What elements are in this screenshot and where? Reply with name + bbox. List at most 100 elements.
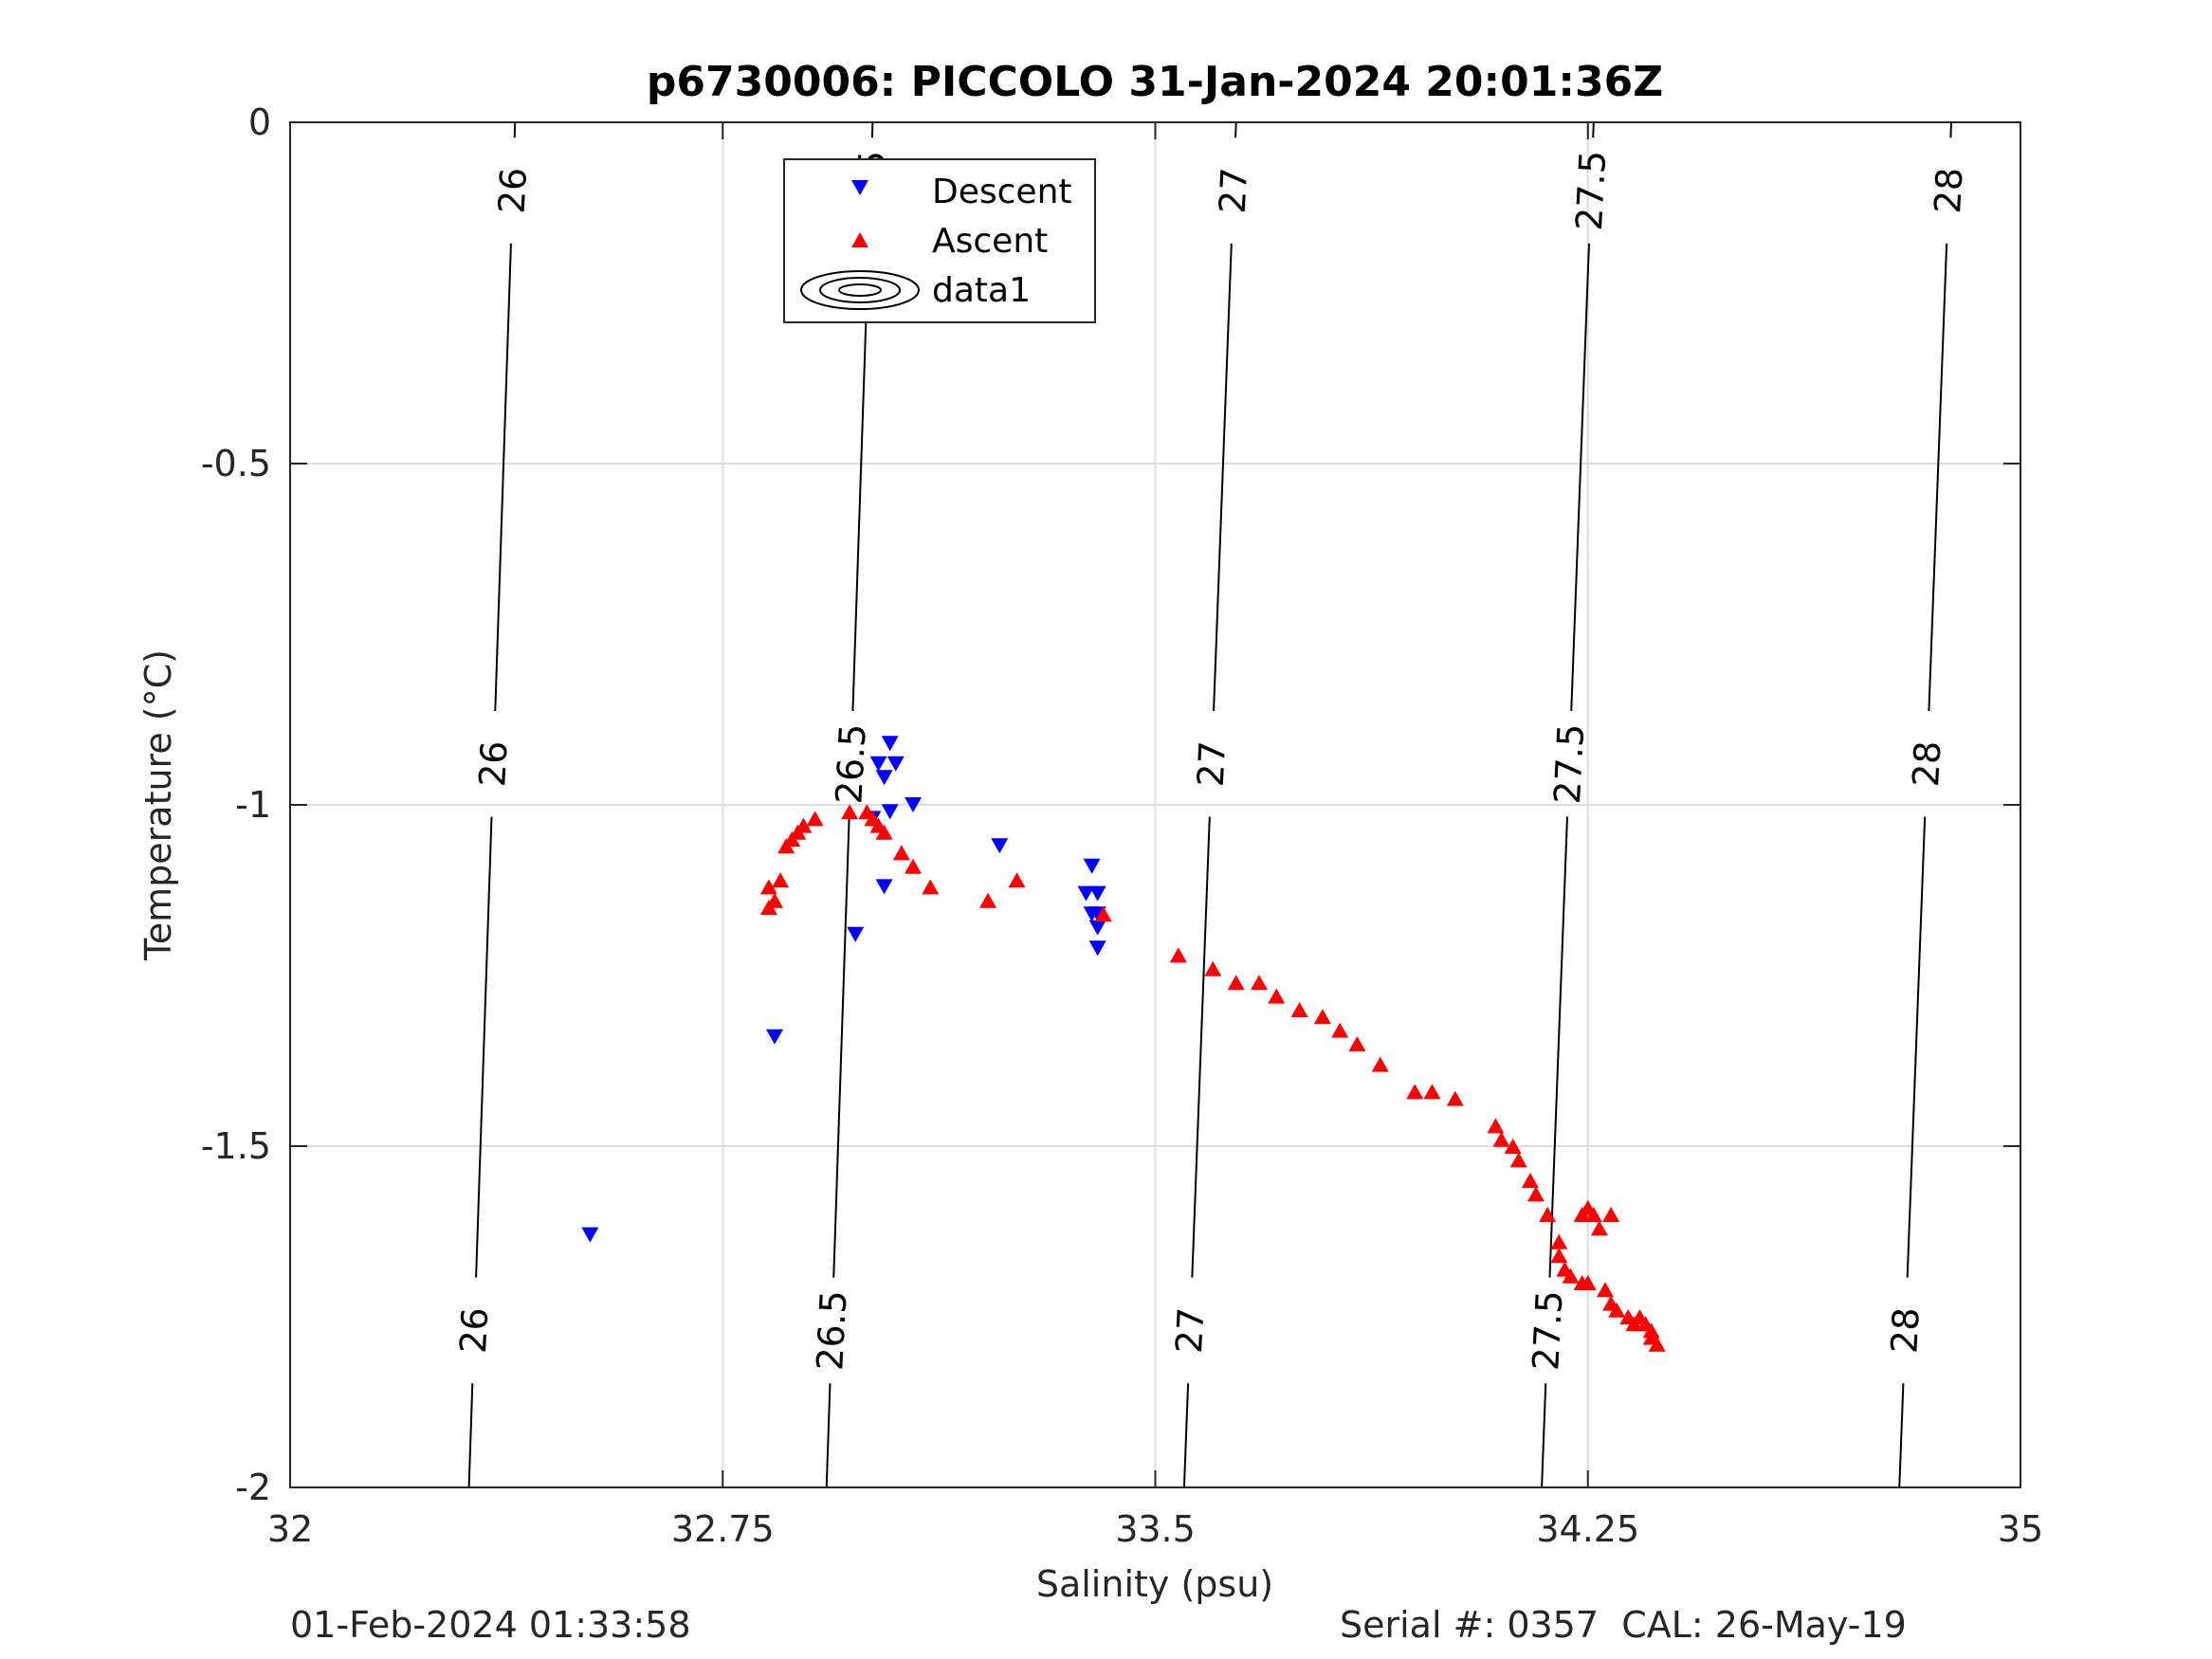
descent-point: [869, 756, 887, 772]
density-contour-line: [1928, 243, 1948, 712]
ascent-point: [1268, 988, 1286, 1004]
ascent-point: [1008, 872, 1026, 888]
density-contour-label: 28: [1883, 1306, 1927, 1355]
ascent-point: [1521, 1173, 1539, 1188]
descent-point: [991, 838, 1009, 854]
chart-title: p6730006: PICCOLO 31-Jan-2024 20:01:36Z: [647, 58, 1663, 106]
y-tick-label: -0.5: [201, 443, 271, 484]
density-contour-label: 26: [471, 740, 515, 789]
ascent-point: [1584, 1207, 1602, 1222]
axis-ticks: 32 32.75 33.5 34.25 35 0 -0.5 -1 -1.5 -2: [201, 101, 2043, 1550]
density-contour-label: 27: [1212, 167, 1255, 215]
density-contour-label: 26: [452, 1306, 496, 1355]
descent-point: [887, 756, 905, 772]
ascent-point: [1371, 1056, 1389, 1072]
ascent-point: [766, 892, 783, 908]
ascent-point: [795, 817, 813, 833]
ascent-point: [1562, 1267, 1580, 1284]
descent-point: [1088, 885, 1106, 902]
density-contour-label: 27.5: [1546, 722, 1592, 805]
ascent-point: [1602, 1207, 1620, 1222]
descent-point: [875, 770, 893, 786]
density-contour-line: [1592, 121, 1595, 138]
ascent-point: [905, 858, 922, 874]
ascent-point: [772, 872, 790, 888]
x-axis-label: Salinity (psu): [1036, 1563, 1273, 1605]
ascent-point: [1423, 1084, 1441, 1100]
legend-ascent-marker: [851, 232, 868, 247]
ascent-point: [806, 811, 824, 827]
density-contour-label: 27: [1168, 1306, 1212, 1355]
descent-point: [905, 797, 922, 812]
descent-point: [1077, 885, 1095, 902]
density-contour-label: 26.5: [809, 1289, 854, 1372]
y-tick-label: -2: [235, 1467, 271, 1508]
legend-ascent-label: Ascent: [932, 222, 1048, 261]
x-tick-label: 32: [267, 1508, 313, 1550]
legend-descent-label: Descent: [932, 173, 1072, 211]
grid-lines: [290, 122, 2020, 1487]
footer-serial-cal: Serial #: 0357 CAL: 26-May-19: [1340, 1604, 1907, 1646]
density-contour-label: 26: [491, 167, 535, 215]
descent-point: [875, 879, 893, 895]
ascent-point: [1406, 1084, 1424, 1100]
density-contour-line: [832, 816, 850, 1278]
x-tick-label: 34.25: [1536, 1508, 1639, 1550]
legend-descent-marker: [851, 180, 868, 195]
ascent-point: [1290, 1002, 1308, 1017]
density-contour-line: [1541, 1383, 1547, 1488]
density-contour-label: 28: [1927, 167, 1970, 215]
ascent-point: [1504, 1139, 1522, 1154]
descent-point: [581, 1227, 599, 1243]
legend-box: [783, 158, 1096, 323]
descent-point: [881, 736, 899, 752]
density-contour-label: 27: [1190, 740, 1234, 789]
ascent-point: [1487, 1118, 1505, 1134]
footer-timestamp: 01-Feb-2024 01:33:58: [290, 1604, 691, 1646]
density-contour-line: [1234, 121, 1237, 138]
density-contour-label: 26.5: [828, 722, 873, 805]
density-contour-label: 27.5: [1525, 1289, 1570, 1372]
ascent-point: [1227, 975, 1245, 991]
ascent-point: [1348, 1036, 1366, 1051]
y-axis-label: Temperature (°C): [137, 649, 179, 961]
ascent-point: [979, 892, 997, 908]
ascent-point: [1648, 1336, 1666, 1352]
ascent-point: [892, 845, 910, 861]
legend-contour-icon: [800, 270, 920, 310]
density-contour-line: [513, 121, 517, 138]
ascent-point: [1492, 1131, 1510, 1147]
density-contour-line: [1906, 816, 1927, 1278]
ascent-point: [1169, 947, 1187, 963]
descent-point: [1088, 920, 1106, 936]
descent-point: [1088, 940, 1106, 957]
ascent-point: [1251, 975, 1268, 991]
density-contour-line: [1548, 816, 1568, 1278]
ascent-point: [1550, 1233, 1568, 1249]
ascent-point: [1204, 960, 1222, 976]
density-contour-line: [825, 1383, 832, 1488]
ascent-point: [841, 804, 859, 820]
legend-data1-label: data1: [932, 271, 1031, 310]
density-contour-line: [475, 816, 493, 1278]
density-contour-label: 27.5: [1568, 150, 1614, 232]
y-tick-label: -1.5: [201, 1125, 271, 1167]
descent-point: [1083, 858, 1101, 874]
ascent-point: [1331, 1022, 1349, 1038]
descent-point: [881, 804, 899, 820]
ascent-point: [759, 879, 777, 895]
ascent-point: [1509, 1152, 1527, 1168]
density-contour-line: [1949, 121, 1952, 138]
ascent-point: [1527, 1186, 1545, 1202]
y-tick-label: -1: [235, 784, 271, 826]
x-tick-label: 32.75: [671, 1508, 775, 1550]
ascent-point: [1579, 1275, 1597, 1290]
ascent-point: [1094, 906, 1112, 922]
legend: Descent Ascent data1: [783, 158, 1096, 323]
density-contour-label: 28: [1905, 740, 1948, 789]
ascent-point: [1550, 1248, 1568, 1264]
ascent-point: [1313, 1009, 1331, 1025]
ascent-point: [1597, 1282, 1614, 1298]
y-tick-label: 0: [248, 101, 271, 143]
